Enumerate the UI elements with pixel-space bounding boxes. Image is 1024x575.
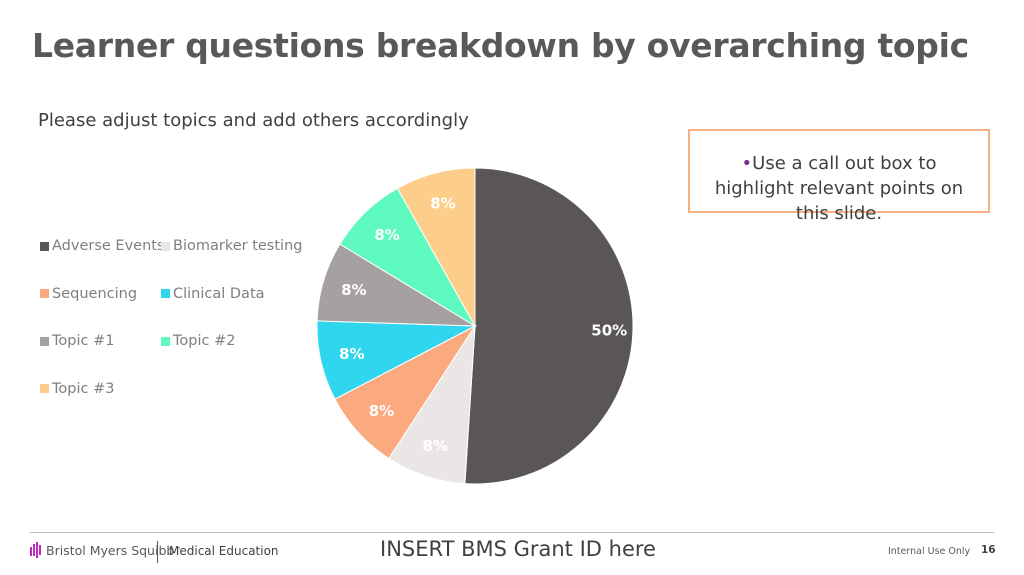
callout-bullet: •: [741, 153, 753, 174]
legend-item-topic-1: Topic #1: [40, 333, 114, 349]
bms-logo: Bristol Myers Squibb ™: [30, 542, 181, 558]
legend-swatch: [161, 336, 170, 346]
footer-department: Medical Education: [169, 544, 279, 558]
legend-item-topic-3: Topic #3: [40, 381, 114, 397]
legend-item-clinical-data: Clinical Data: [161, 286, 265, 302]
data-label-topic-3: 8%: [430, 195, 455, 213]
legend-item-adverse-events: Adverse Events: [40, 238, 165, 254]
legend-label: Topic #1: [52, 333, 115, 349]
legend-item-sequencing: Sequencing: [40, 286, 137, 302]
page-number: 16: [981, 544, 996, 556]
legend-swatch: [40, 384, 49, 393]
data-label-sequencing: 8%: [369, 402, 394, 420]
data-label-adverse-events: 50%: [591, 321, 627, 339]
pie-slice-adverse-events: [464, 167, 634, 485]
legend-swatch: [161, 289, 170, 298]
bms-logo-icon: [30, 542, 41, 558]
footer-divider: [30, 532, 994, 533]
data-label-biomarker-testing: 8%: [422, 437, 447, 455]
logo-trademark: ™: [174, 546, 182, 554]
legend-label: Topic #3: [52, 380, 115, 397]
legend-label: Clinical Data: [173, 285, 265, 302]
classification-label: Internal Use Only: [888, 546, 971, 557]
legend-label: Topic #2: [173, 333, 236, 349]
legend-label: Biomarker testing: [173, 238, 303, 254]
legend-swatch: [40, 289, 49, 298]
slide-subtitle: Please adjust topics and add others acco…: [38, 110, 469, 131]
legend-swatch: [40, 241, 49, 251]
legend-item-biomarker-testing: Biomarker testing: [161, 238, 302, 254]
footer-separator: [157, 541, 158, 563]
data-label-topic-1: 8%: [341, 281, 366, 299]
callout-box[interactable]: •Use a call out box to highlight relevan…: [688, 129, 990, 224]
pie-chart: 50% 8% 8% 8% 8% 8% 8%: [316, 167, 634, 485]
legend-swatch: [40, 336, 49, 346]
legend-label: Sequencing: [52, 285, 138, 302]
logo-text: Bristol Myers Squibb: [46, 542, 175, 558]
data-label-topic-2: 8%: [374, 226, 399, 244]
callout-text: Use a call out box to highlight relevant…: [714, 153, 964, 224]
data-label-clinical-data: 8%: [339, 345, 364, 363]
legend-item-topic-2: Topic #2: [161, 333, 235, 349]
grant-id-placeholder[interactable]: INSERT BMS Grant ID here: [380, 537, 656, 561]
pie-slice-topic-3: [396, 167, 476, 328]
legend-swatch: [161, 241, 170, 251]
slide-title: Learner questions breakdown by overarchi…: [32, 26, 969, 65]
legend-label: Adverse Events: [52, 238, 165, 254]
